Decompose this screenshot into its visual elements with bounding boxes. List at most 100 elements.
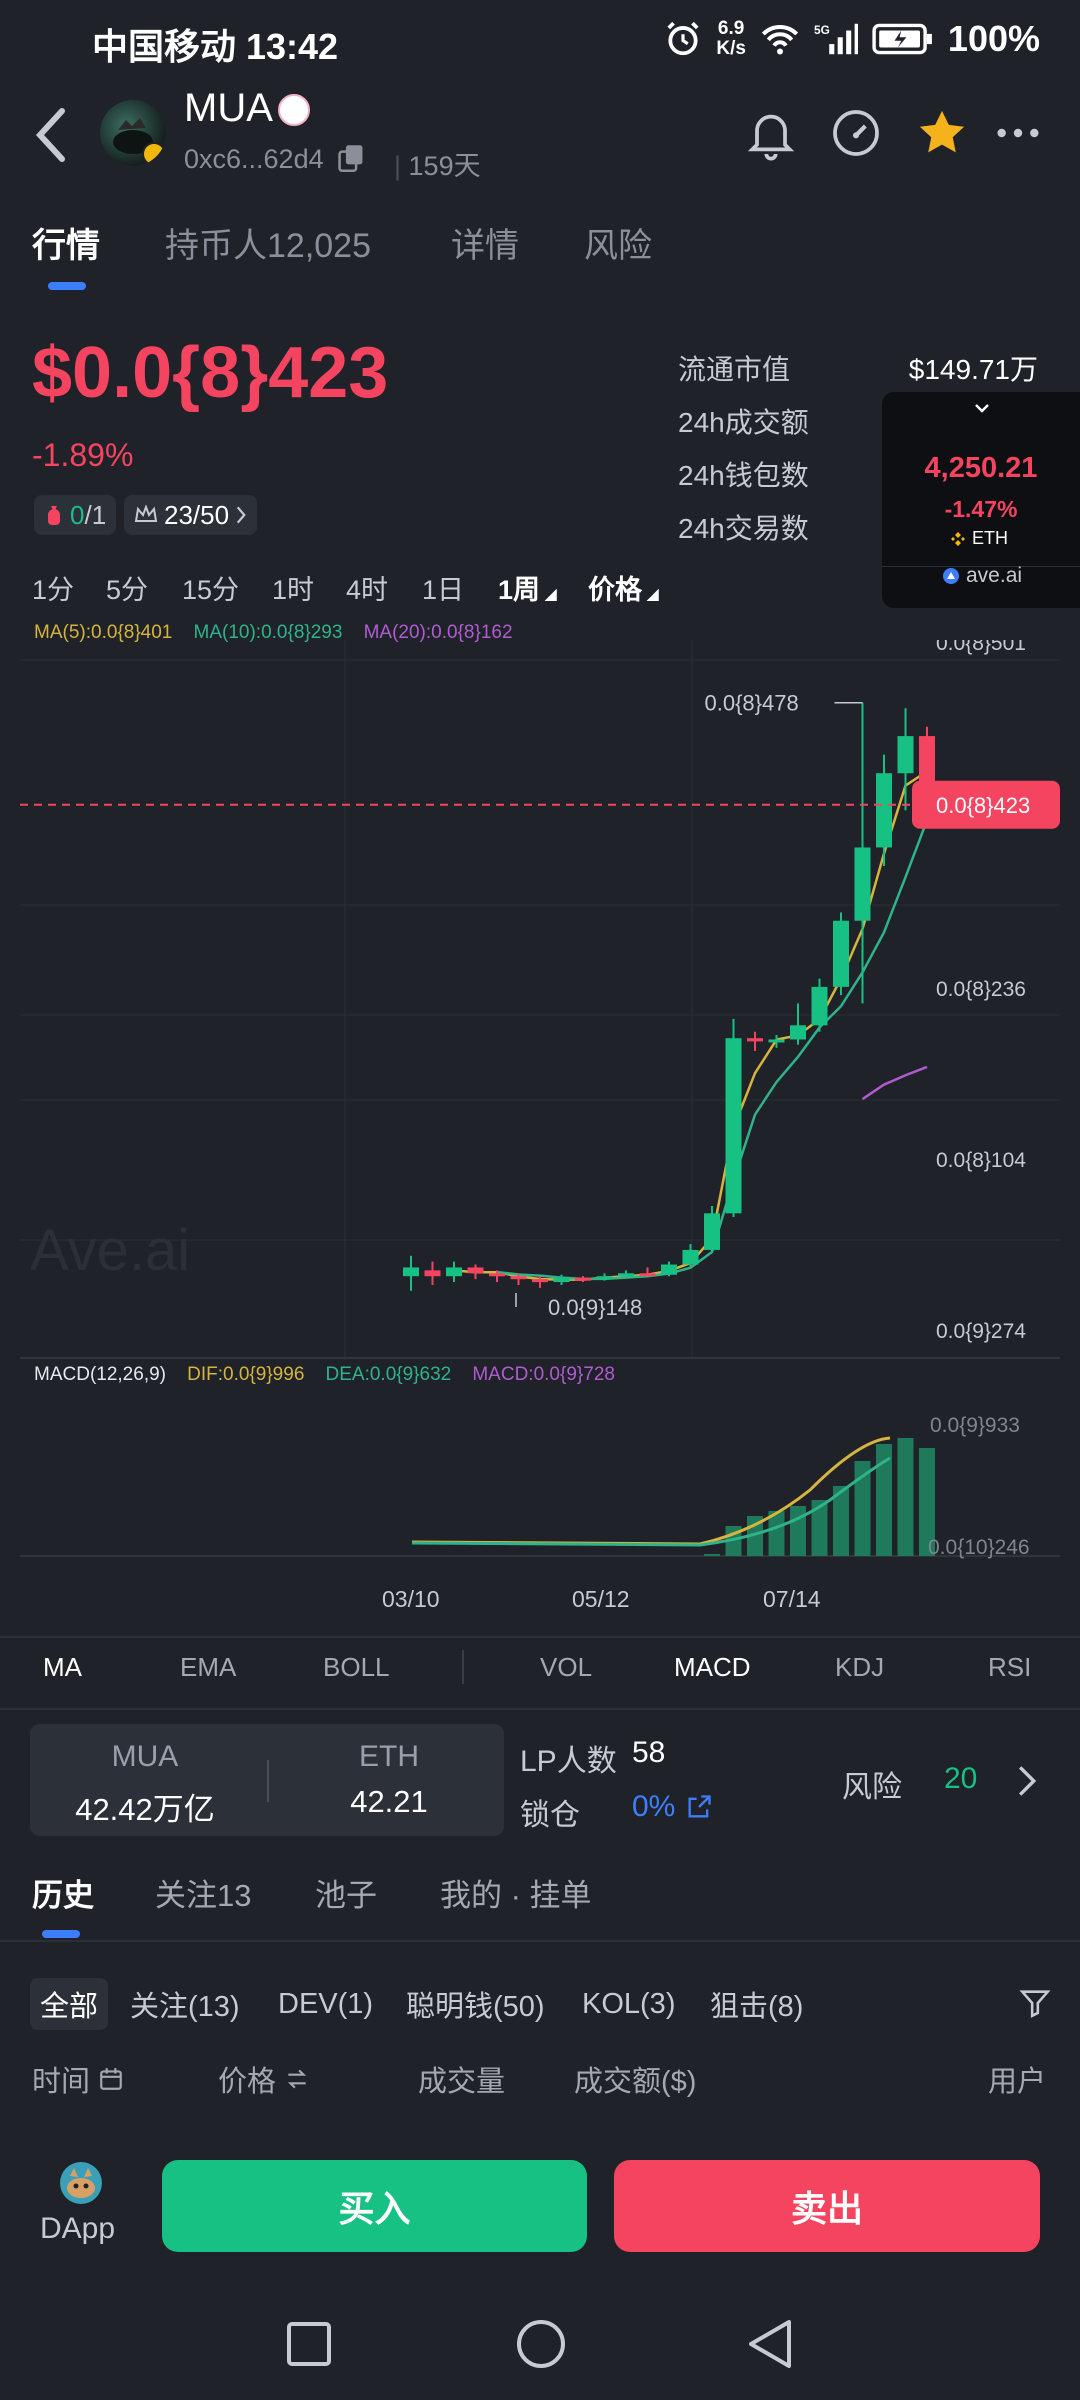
date-label: 07/14 xyxy=(763,1586,821,1612)
tab-indicator xyxy=(48,282,86,290)
macd-bar xyxy=(919,1448,935,1556)
eth-change: -1.47% xyxy=(944,496,1018,522)
bnb-icon xyxy=(951,531,965,546)
filter-icon[interactable] xyxy=(1018,1986,1052,2020)
candle-body xyxy=(446,1267,462,1277)
pair-quote-symbol: ETH xyxy=(359,1740,419,1773)
indicator-rsi[interactable]: RSI xyxy=(988,1652,1032,1682)
tf-5m[interactable]: 5分 xyxy=(106,575,149,605)
back-nav-icon[interactable] xyxy=(745,2318,795,2370)
ma10-label: MA(10):0.0{8}293 xyxy=(193,622,343,643)
sell-button[interactable]: 卖出 xyxy=(614,2160,1040,2252)
liquidity-pair-box: MUA 42.42万亿 ETH 42.21 xyxy=(30,1724,504,1836)
candle-body xyxy=(618,1273,634,1277)
macd-bar xyxy=(768,1511,785,1556)
token-address[interactable]: 0xc6...62d4 xyxy=(184,144,324,174)
filter-smart-money[interactable]: 聪明钱(50) xyxy=(406,1991,545,2023)
more-icon[interactable] xyxy=(990,105,1046,161)
stat-value-mcap: $149.71万 xyxy=(908,354,1038,385)
tf-4h[interactable]: 4时 xyxy=(346,575,389,605)
candle-body xyxy=(532,1279,548,1283)
ave-logo-icon xyxy=(943,568,959,584)
tab-my-orders[interactable]: 我的 · 挂单 xyxy=(440,1878,592,1913)
y-tick-label: 0.0{8}236 xyxy=(936,978,1026,1001)
lock-label: 锁仓 xyxy=(520,1799,580,1832)
indicator-macd[interactable]: MACD xyxy=(674,1652,751,1682)
recents-icon[interactable] xyxy=(285,2320,333,2368)
lp-count-value: 58 xyxy=(632,1736,666,1769)
indicator-ma[interactable]: MA xyxy=(43,1652,82,1682)
external-link-icon xyxy=(688,1795,712,1818)
tab-watchlist[interactable]: 关注13 xyxy=(155,1878,252,1913)
candle-body xyxy=(790,1025,806,1040)
tax-pill[interactable]: 0/1 xyxy=(34,495,117,535)
tab-history[interactable]: 历史 xyxy=(32,1878,94,1913)
copy-icon[interactable] xyxy=(338,144,364,172)
chevron-right-icon[interactable] xyxy=(1016,1764,1038,1798)
indicator-vol[interactable]: VOL xyxy=(540,1652,593,1682)
tf-15m[interactable]: 15分 xyxy=(182,575,240,605)
lock-value-link[interactable]: 0% xyxy=(632,1790,713,1824)
eth-price-popup[interactable]: 4,250.21 -1.47% ETH ave.ai xyxy=(882,392,1080,608)
y-tick-label: 0.0{9}274 xyxy=(936,1320,1026,1343)
indicator-kdj[interactable]: KDJ xyxy=(835,1652,885,1682)
y-tick-label: 0.0{8}104 xyxy=(936,1149,1026,1172)
filter-dev[interactable]: DEV(1) xyxy=(278,1987,374,2020)
crown-icon xyxy=(134,505,158,522)
ma-legend: MA(5):0.0{8}401 MA(10):0.0{8}293 MA(20):… xyxy=(34,622,513,644)
battery-icon xyxy=(872,23,932,55)
candle-body xyxy=(682,1249,699,1265)
tab-pools[interactable]: 池子 xyxy=(315,1878,377,1913)
chevron-down-icon[interactable] xyxy=(974,402,990,414)
tab-risk[interactable]: 风险 xyxy=(584,227,652,265)
filter-sniper[interactable]: 狙击(8) xyxy=(710,1991,804,2023)
tab-details[interactable]: 详情 xyxy=(451,227,519,265)
macd-bar xyxy=(833,1486,849,1556)
tf-1m[interactable]: 1分 xyxy=(32,575,75,605)
buy-button[interactable]: 买入 xyxy=(162,2160,587,2252)
indicator-boll[interactable]: BOLL xyxy=(323,1652,390,1682)
back-icon[interactable] xyxy=(32,105,72,165)
tab-market[interactable]: 行情 xyxy=(32,227,100,265)
ma20-label: MA(20):0.0{8}162 xyxy=(363,622,513,643)
col-time[interactable]: 时间 xyxy=(32,2058,124,2100)
ma5-label: MA(5):0.0{8}401 xyxy=(34,622,173,643)
candle-body xyxy=(747,1038,763,1042)
filter-followed[interactable]: 关注(13) xyxy=(130,1991,240,2023)
ma20-line xyxy=(861,1065,928,1101)
dapp-label[interactable]: DApp xyxy=(40,2212,116,2245)
col-price[interactable]: 价格 xyxy=(218,2058,310,2100)
stat-label-trades: 24h交易数 xyxy=(678,513,809,544)
filter-kol[interactable]: KOL(3) xyxy=(582,1987,676,2020)
candle-body xyxy=(704,1213,720,1250)
home-icon[interactable] xyxy=(515,2318,567,2370)
tf-1h[interactable]: 1时 xyxy=(272,575,315,605)
indicator-ema[interactable]: EMA xyxy=(180,1652,237,1682)
tf-1w[interactable]: 1周 ◢ xyxy=(498,575,557,605)
gauge-icon[interactable] xyxy=(828,105,884,161)
holders-rank-pill[interactable]: 23/50 xyxy=(124,495,258,535)
candle-body xyxy=(575,1277,591,1281)
price-mode-select[interactable]: 价格 ◢ xyxy=(588,575,659,605)
ave-source: ave.ai xyxy=(942,564,1022,588)
eth-price: 4,250.21 xyxy=(924,452,1038,484)
col-volume: 成交量 xyxy=(418,2066,506,2098)
candlestick-chart[interactable]: Ave.ai 0.0{8}478 0.0{9}148 0.0{8}501 0.0{8… xyxy=(0,640,1080,1360)
risk-score: 20 xyxy=(944,1762,978,1795)
divider xyxy=(0,1940,1080,1942)
candle-body xyxy=(768,1039,785,1043)
swap-icon xyxy=(287,2069,307,2089)
favorite-star-icon[interactable] xyxy=(914,105,970,161)
current-price-label: 0.0{8}423 xyxy=(936,793,1030,818)
dapp-icon[interactable] xyxy=(58,2160,104,2206)
tab-holders[interactable]: 持币人12,025 xyxy=(165,227,371,265)
candle-body xyxy=(639,1273,656,1277)
calendar-icon xyxy=(100,2068,122,2090)
col-amount: 成交额($) xyxy=(574,2066,697,2098)
tf-1d[interactable]: 1日 xyxy=(422,575,465,605)
divider xyxy=(0,1636,1080,1638)
macd-bar xyxy=(790,1506,806,1556)
bell-icon[interactable] xyxy=(743,105,799,161)
macd-bar xyxy=(811,1500,828,1556)
filter-all[interactable]: 全部 xyxy=(30,1978,109,2030)
